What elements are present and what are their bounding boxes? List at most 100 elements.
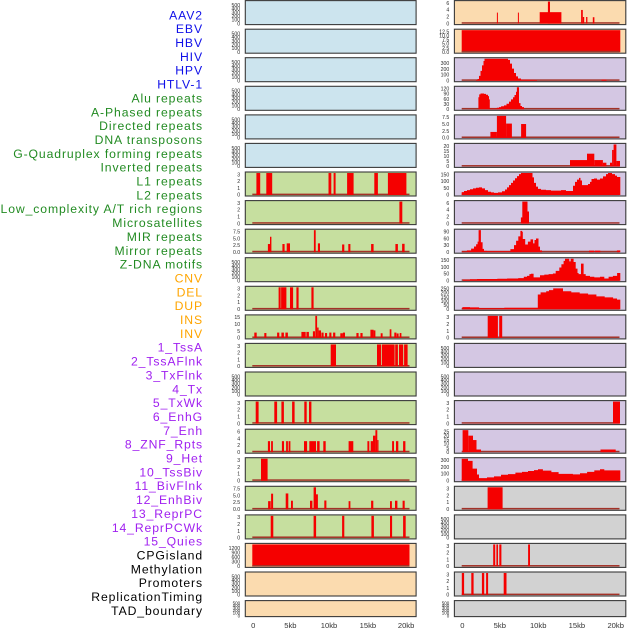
svg-text:L1 repeats: L1 repeats (136, 175, 203, 189)
svg-text:500: 500 (441, 517, 450, 523)
svg-text:ReplicationTiming: ReplicationTiming (91, 590, 203, 604)
svg-text:200: 200 (441, 357, 450, 363)
svg-text:3: 3 (237, 201, 240, 207)
svg-text:1: 1 (446, 414, 449, 420)
svg-text:200: 200 (233, 608, 241, 613)
svg-text:100: 100 (232, 18, 241, 24)
svg-text:0: 0 (446, 421, 449, 427)
svg-text:200: 200 (441, 291, 450, 297)
svg-text:500: 500 (232, 32, 241, 38)
svg-text:AAV2: AAV2 (169, 8, 203, 22)
svg-text:300: 300 (233, 606, 241, 611)
svg-text:300: 300 (442, 606, 450, 611)
svg-text:5kb: 5kb (494, 621, 506, 630)
svg-text:50: 50 (444, 186, 450, 192)
svg-text:0: 0 (446, 164, 449, 170)
svg-text:0.0: 0.0 (442, 136, 449, 142)
svg-text:600: 600 (232, 555, 241, 561)
svg-text:500: 500 (232, 117, 241, 123)
svg-text:500: 500 (232, 574, 241, 580)
svg-text:100: 100 (441, 532, 450, 538)
svg-text:0: 0 (237, 307, 240, 313)
svg-text:400: 400 (441, 349, 450, 355)
svg-text:10: 10 (444, 442, 450, 448)
svg-text:1: 1 (237, 215, 240, 221)
svg-text:2: 2 (237, 179, 240, 185)
svg-text:7.5: 7.5 (442, 115, 449, 121)
svg-text:HTLV-1: HTLV-1 (157, 78, 203, 92)
svg-text:Inverted repeats: Inverted repeats (101, 161, 203, 175)
svg-text:HPV: HPV (175, 64, 203, 78)
svg-text:0: 0 (446, 593, 449, 599)
svg-text:10: 10 (234, 322, 240, 328)
svg-text:1: 1 (237, 300, 240, 306)
svg-text:7.5: 7.5 (442, 38, 449, 44)
svg-text:MIR repeats: MIR repeats (127, 230, 203, 244)
svg-text:0: 0 (237, 364, 240, 370)
svg-text:12_EnhBiv: 12_EnhBiv (136, 493, 203, 507)
svg-text:10.0: 10.0 (439, 34, 449, 40)
svg-text:200: 200 (441, 385, 450, 391)
svg-text:500: 500 (233, 601, 241, 606)
svg-text:0: 0 (237, 450, 240, 456)
svg-text:0: 0 (237, 478, 240, 484)
svg-text:100: 100 (441, 265, 450, 271)
svg-text:400: 400 (232, 149, 241, 155)
svg-text:1: 1 (446, 557, 449, 563)
svg-text:0: 0 (446, 536, 449, 542)
svg-text:Alu repeats: Alu repeats (131, 91, 203, 105)
svg-text:100: 100 (442, 611, 450, 616)
svg-text:0: 0 (238, 613, 241, 618)
svg-text:400: 400 (441, 378, 450, 384)
svg-text:2: 2 (237, 522, 240, 528)
svg-text:400: 400 (232, 121, 241, 127)
svg-text:CNV: CNV (175, 271, 203, 285)
svg-text:0: 0 (446, 564, 449, 570)
svg-text:0: 0 (237, 536, 240, 542)
svg-text:2: 2 (446, 215, 449, 221)
svg-text:3: 3 (446, 544, 449, 550)
svg-text:1: 1 (237, 186, 240, 192)
svg-text:8_ZNF_Rpts: 8_ZNF_Rpts (125, 438, 203, 452)
svg-text:0: 0 (446, 478, 449, 484)
svg-text:6: 6 (446, 201, 449, 207)
svg-text:100: 100 (232, 75, 241, 81)
svg-text:400: 400 (232, 378, 241, 384)
svg-text:400: 400 (232, 7, 241, 13)
svg-text:900: 900 (232, 550, 241, 556)
svg-text:2: 2 (237, 293, 240, 299)
svg-text:500: 500 (441, 374, 450, 380)
svg-text:2: 2 (446, 551, 449, 557)
svg-text:L2 repeats: L2 repeats (136, 188, 203, 202)
svg-text:2: 2 (237, 443, 240, 449)
svg-text:7_Enh: 7_Enh (163, 424, 203, 438)
svg-text:500: 500 (232, 60, 241, 66)
svg-text:300: 300 (232, 153, 241, 159)
svg-text:1: 1 (446, 329, 449, 335)
svg-text:0: 0 (237, 593, 240, 599)
svg-text:100: 100 (441, 299, 450, 305)
svg-text:HIV: HIV (180, 50, 203, 64)
svg-text:INS: INS (180, 313, 203, 327)
svg-text:0: 0 (446, 507, 449, 513)
svg-text:0: 0 (446, 336, 449, 342)
svg-text:2.5: 2.5 (442, 129, 449, 135)
svg-text:Methylation: Methylation (131, 562, 203, 576)
svg-text:400: 400 (232, 35, 241, 41)
svg-text:3: 3 (446, 315, 449, 321)
svg-text:6: 6 (237, 429, 240, 435)
svg-text:EBV: EBV (176, 22, 203, 36)
svg-text:0.0: 0.0 (233, 507, 240, 513)
svg-text:2: 2 (446, 579, 449, 585)
svg-text:0: 0 (446, 450, 449, 456)
svg-text:100: 100 (441, 472, 450, 478)
svg-text:400: 400 (232, 64, 241, 70)
svg-text:200: 200 (232, 128, 241, 134)
svg-text:500: 500 (232, 146, 241, 152)
svg-text:5kb: 5kb (284, 621, 296, 630)
svg-text:2: 2 (446, 322, 449, 328)
svg-text:20kb: 20kb (607, 621, 623, 630)
svg-text:200: 200 (232, 157, 241, 163)
svg-text:400: 400 (233, 603, 241, 608)
svg-text:200: 200 (441, 528, 450, 534)
